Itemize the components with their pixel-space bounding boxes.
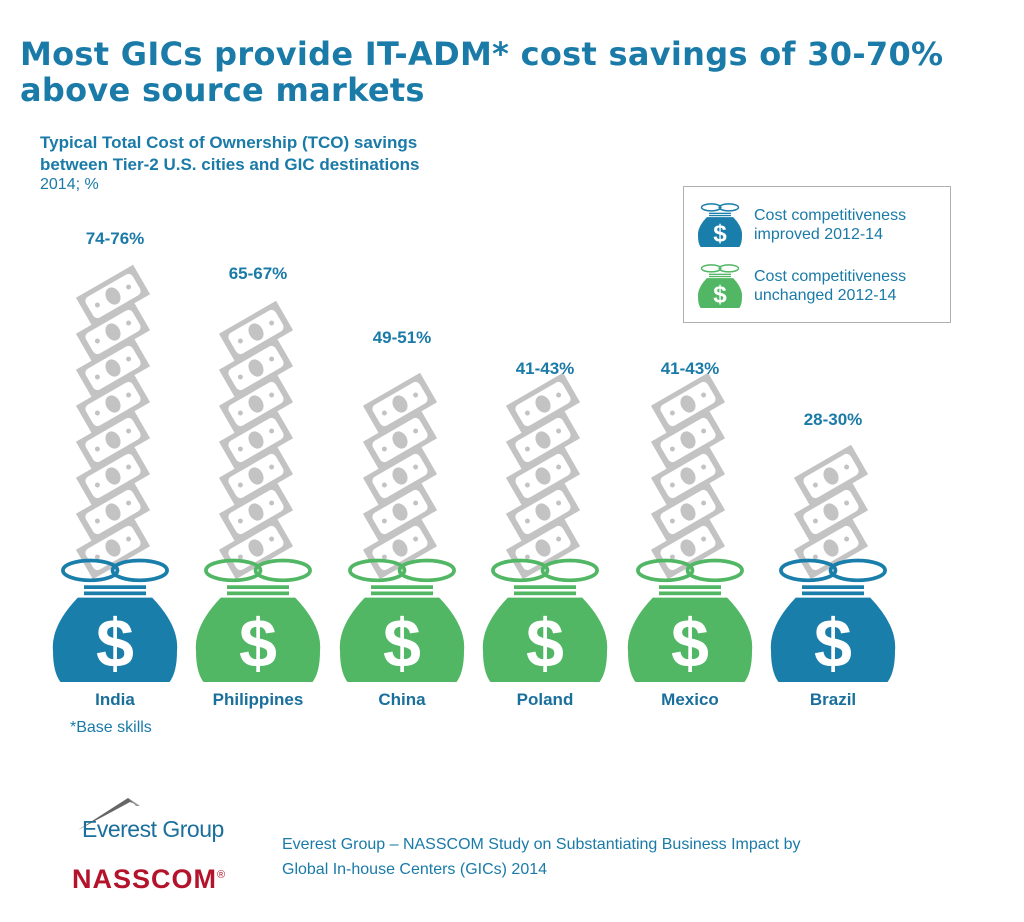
- dollar-bill-icon: [505, 480, 581, 544]
- category-label: Philippines: [212, 690, 304, 709]
- chart-unit: 2014; %: [40, 176, 99, 193]
- category-label: China: [378, 690, 426, 709]
- bar-philippines: $: [195, 300, 321, 682]
- money-bag-icon: $: [698, 264, 742, 309]
- money-bag-icon: $: [698, 203, 742, 248]
- dollar-bill-icon: [793, 480, 869, 544]
- dollar-bill-icon: [650, 444, 726, 508]
- data-label: 74-76%: [85, 228, 145, 248]
- svg-text:$: $: [239, 606, 277, 682]
- money-bag-icon: $: [627, 558, 753, 682]
- dollar-bill-icon: [650, 480, 726, 544]
- category-label: Poland: [516, 690, 574, 709]
- legend-label: unchanged 2012-14: [754, 287, 897, 304]
- dollar-bill-icon: [793, 444, 869, 508]
- data-label: 49-51%: [372, 327, 432, 347]
- legend-label: improved 2012-14: [754, 226, 883, 243]
- data-label: 28-30%: [803, 410, 863, 430]
- subtitle-line-2: between Tier-2 U.S. cities and GIC desti…: [40, 155, 420, 174]
- money-bag-icon: $: [482, 558, 608, 682]
- money-bag-icon: $: [195, 558, 321, 682]
- dollar-bill-icon: [75, 264, 151, 328]
- subtitle-line-1: Typical Total Cost of Ownership (TCO) sa…: [40, 133, 418, 152]
- dollar-bill-icon: [218, 300, 294, 364]
- source-note: Everest Group – NASSCOM Study on Substan…: [282, 832, 800, 882]
- bar-mexico: $: [627, 372, 753, 682]
- svg-text:$: $: [713, 221, 727, 248]
- legend-item-improved: $ Cost competitiveness improved 2012-14: [698, 201, 906, 249]
- dollar-bill-icon: [505, 408, 581, 472]
- svg-text:$: $: [526, 606, 564, 682]
- page-title: Most GICs provide IT-ADM* cost savings o…: [20, 36, 943, 108]
- dollar-bill-icon: [218, 444, 294, 508]
- category-label: Mexico: [661, 690, 719, 709]
- footnote: *Base skills: [70, 719, 152, 736]
- legend-label: Cost competitiveness: [754, 268, 907, 285]
- dollar-bill-icon: [362, 408, 438, 472]
- data-label: 41-43%: [515, 359, 575, 379]
- svg-text:$: $: [671, 606, 709, 682]
- category-label: India: [95, 690, 135, 709]
- title-line-1: Most GICs provide IT-ADM* cost savings o…: [20, 35, 944, 73]
- legend-item-unchanged: $ Cost competitiveness unchanged 2012-14: [698, 262, 906, 310]
- svg-text:$: $: [383, 606, 421, 682]
- data-label: 41-43%: [660, 359, 720, 379]
- money-bag-icon: $: [339, 558, 465, 682]
- dollar-bill-icon: [218, 372, 294, 436]
- money-bag-icon: $: [770, 558, 896, 682]
- dollar-bill-icon: [505, 372, 581, 436]
- dollar-bill-icon: [75, 516, 151, 580]
- dollar-bill-icon: [362, 480, 438, 544]
- dollar-bill-icon: [362, 516, 438, 580]
- dollar-bill-icon: [218, 516, 294, 580]
- dollar-bill-icon: [505, 444, 581, 508]
- legend: $ Cost competitiveness improved 2012-14 $…: [683, 186, 951, 323]
- bar-brazil: $: [770, 444, 896, 682]
- source-line-2: Global In-house Centers (GICs) 2014: [282, 861, 548, 878]
- category-label: Brazil: [809, 690, 857, 709]
- dollar-bill-icon: [75, 444, 151, 508]
- dollar-bill-icon: [75, 480, 151, 544]
- source-line-1: Everest Group – NASSCOM Study on Substan…: [282, 836, 801, 853]
- title-line-2: above source markets: [20, 71, 425, 109]
- bar-china: $: [339, 372, 465, 682]
- dollar-bill-icon: [650, 372, 726, 436]
- svg-text:$: $: [814, 606, 852, 682]
- dollar-bill-icon: [218, 408, 294, 472]
- dollar-bill-icon: [75, 336, 151, 400]
- dollar-bill-icon: [650, 408, 726, 472]
- bar-poland: $: [482, 372, 608, 682]
- dollar-bill-icon: [362, 444, 438, 508]
- svg-text:$: $: [713, 282, 727, 309]
- dollar-bill-icon: [218, 480, 294, 544]
- dollar-bill-icon: [75, 300, 151, 364]
- dollar-bill-icon: [650, 516, 726, 580]
- data-label: 65-67%: [228, 264, 288, 284]
- nasscom-logo: NASSCOM®: [72, 864, 227, 894]
- legend-label: Cost competitiveness: [754, 207, 907, 224]
- dollar-bill-icon: [793, 516, 869, 580]
- dollar-bill-icon: [218, 336, 294, 400]
- everest-mountain-logo: [78, 798, 140, 830]
- dollar-bill-icon: [75, 372, 151, 436]
- svg-text:$: $: [96, 606, 134, 682]
- everest-group-logo: Everest Group: [82, 816, 224, 842]
- dollar-bill-icon: [505, 516, 581, 580]
- bar-india: $: [52, 264, 178, 682]
- dollar-bill-icon: [75, 408, 151, 472]
- chart-subtitle: Typical Total Cost of Ownership (TCO) sa…: [40, 132, 419, 176]
- money-bag-icon: $: [52, 558, 178, 682]
- dollar-bill-icon: [362, 372, 438, 436]
